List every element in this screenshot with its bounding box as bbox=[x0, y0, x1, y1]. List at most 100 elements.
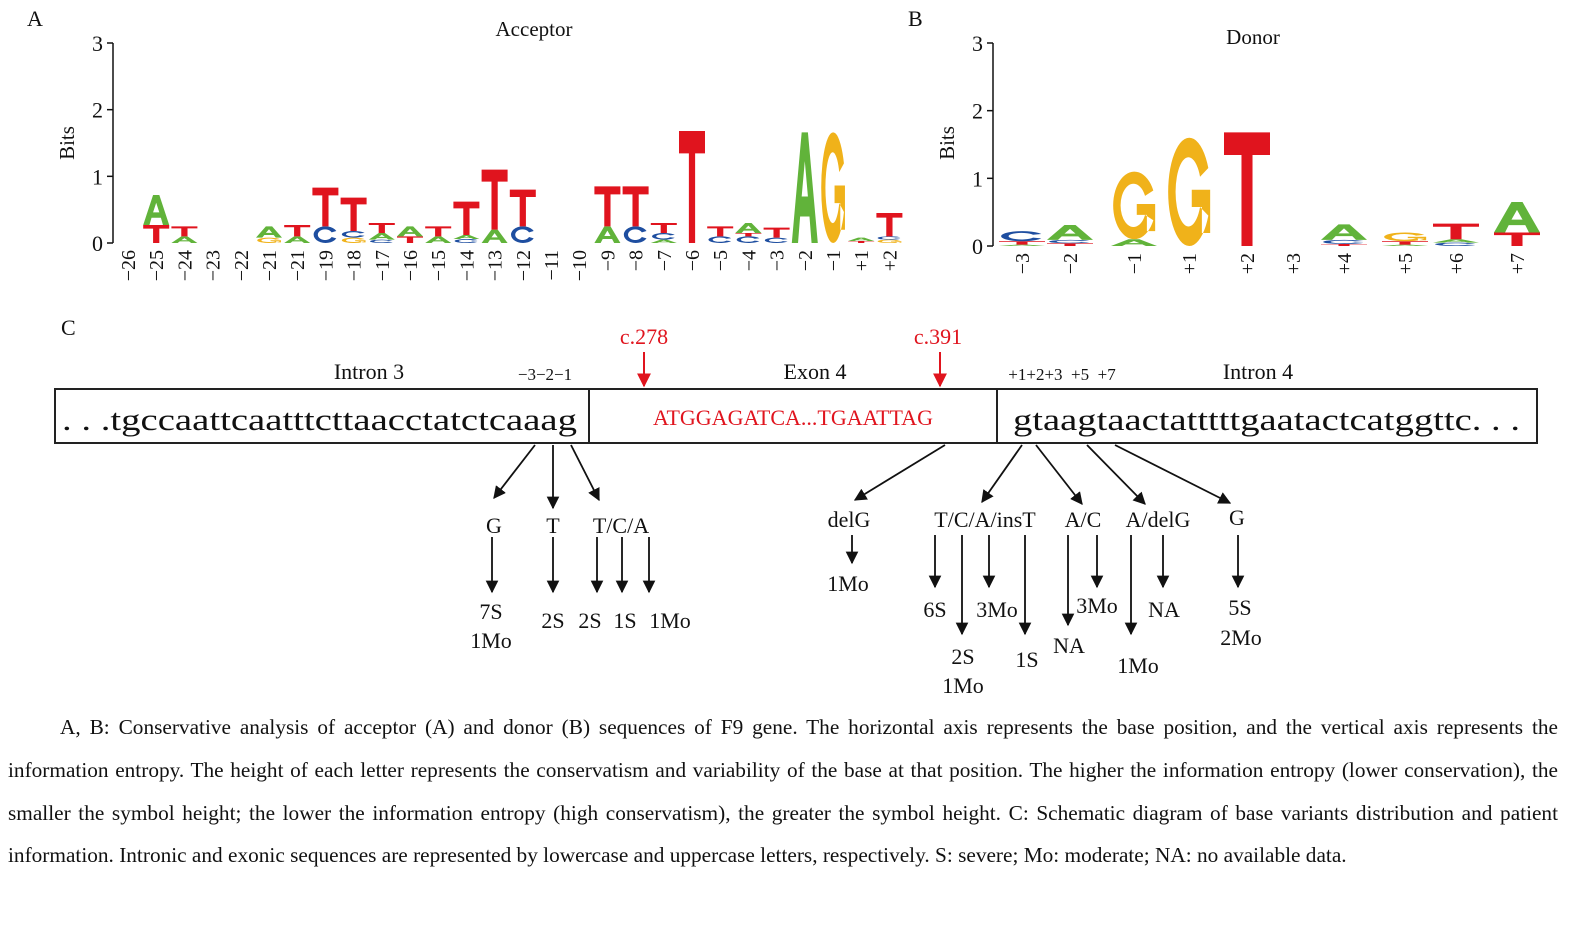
logo-letter-T bbox=[481, 169, 508, 230]
intron3-sequence: . . .tgccaattcaatttcttaacctatctcaaag bbox=[62, 402, 577, 437]
logo-letter-A bbox=[650, 239, 677, 243]
logo-letter-T bbox=[340, 197, 367, 231]
intron4-sequence: gtaagtaactatttttgaatactcatggttc. . . bbox=[1013, 402, 1520, 437]
patient-count: 1Mo bbox=[1117, 653, 1159, 678]
logo-letter-T bbox=[453, 201, 480, 235]
patient-count: 3Mo bbox=[976, 597, 1018, 622]
x-tick-label: +1 bbox=[851, 250, 873, 271]
logo-letter-A bbox=[453, 235, 480, 239]
x-tick-label: −22 bbox=[231, 250, 253, 281]
x-tick-label: −26 bbox=[118, 250, 140, 281]
x-tick-label: −8 bbox=[626, 250, 648, 271]
x-tick-label: −14 bbox=[456, 250, 478, 281]
marker-c278: c.278 bbox=[620, 324, 668, 349]
logo-letter-G bbox=[1168, 137, 1211, 247]
logo-letter-C bbox=[370, 239, 393, 243]
y-tick-label: 2 bbox=[92, 98, 103, 123]
patient-count: 2S bbox=[541, 608, 564, 633]
logo-letter-C bbox=[1323, 239, 1364, 244]
logo-letter-T bbox=[143, 225, 170, 243]
y-tick-label: 3 bbox=[92, 31, 103, 56]
patient-count: 1Mo bbox=[942, 673, 984, 698]
logo-letter-T bbox=[622, 186, 649, 227]
logo-letter-C bbox=[736, 236, 760, 243]
logo-letter-T bbox=[707, 226, 734, 237]
x-tick-label: +6 bbox=[1446, 253, 1468, 274]
logo-letter-C bbox=[764, 237, 788, 243]
logo-letter-C bbox=[454, 239, 478, 243]
logo-letter-C bbox=[623, 226, 647, 243]
logo-letter-T bbox=[1494, 232, 1540, 246]
logo-letter-T bbox=[679, 131, 705, 243]
x-tick-label: −3 bbox=[767, 250, 789, 271]
x-tick-label: −1 bbox=[1124, 253, 1146, 274]
variant-arrows bbox=[485, 444, 1245, 636]
y-tick-label: 2 bbox=[972, 99, 983, 124]
patient-count: 2S bbox=[578, 608, 601, 633]
x-tick-label: −2 bbox=[1060, 253, 1082, 274]
x-tick-label: −13 bbox=[485, 250, 507, 281]
x-tick-label: +3 bbox=[1283, 253, 1305, 274]
variant-label: T/C/A bbox=[593, 513, 649, 538]
logo-letter-A bbox=[735, 223, 762, 233]
y-tick-label: 3 bbox=[972, 31, 983, 56]
logo-letter-G bbox=[877, 239, 902, 243]
logo-letter-T bbox=[397, 236, 423, 243]
x-tick-label: −4 bbox=[738, 250, 760, 271]
variant-label: delG bbox=[828, 507, 871, 532]
exon4-label: Exon 4 bbox=[784, 359, 847, 384]
logo-letter-A bbox=[999, 244, 1045, 246]
patient-count: NA bbox=[1053, 633, 1085, 658]
logo-letter-A bbox=[594, 226, 621, 243]
x-tick-label: +2 bbox=[879, 250, 901, 271]
intron3-positions: −3−2−1 bbox=[518, 365, 572, 384]
patient-count: 6S bbox=[923, 597, 946, 622]
x-tick-label: +2 bbox=[1237, 253, 1259, 274]
logo-letter-T bbox=[1382, 241, 1428, 245]
logo-letter-C bbox=[1435, 242, 1476, 246]
variant-label: A/delG bbox=[1126, 507, 1191, 532]
donor-title: Donor bbox=[1226, 25, 1280, 49]
logo-letter-T bbox=[1224, 132, 1270, 247]
x-tick-label: −23 bbox=[203, 250, 225, 281]
x-tick-label: −11 bbox=[541, 250, 563, 281]
patient-count: 7S bbox=[479, 599, 502, 624]
logo-letter-C bbox=[1049, 239, 1090, 244]
intron3-label: Intron 3 bbox=[334, 359, 404, 384]
x-tick-label: −15 bbox=[428, 250, 450, 281]
logo-letter-T bbox=[1321, 243, 1367, 246]
logo-letter-T bbox=[171, 226, 198, 237]
x-tick-label: −3 bbox=[1012, 253, 1034, 274]
variant-labels: G T T/C/A delG T/C/A/insT A/C A/delG G bbox=[486, 505, 1245, 538]
logo-letter-A bbox=[284, 236, 311, 243]
logo-letter-T bbox=[594, 186, 621, 227]
logo-letter-T bbox=[999, 241, 1045, 245]
x-tick-label: −9 bbox=[597, 250, 619, 271]
logo-letter-A bbox=[1111, 239, 1157, 246]
logo-letter-T bbox=[368, 223, 395, 233]
logo-letter-A bbox=[171, 236, 198, 243]
y-tick-label: 1 bbox=[92, 164, 103, 189]
logo-letter-C bbox=[877, 236, 901, 240]
logo-letter-C bbox=[1001, 231, 1042, 242]
y-tick-label: 0 bbox=[92, 231, 103, 256]
panel-label-a: A bbox=[27, 6, 43, 31]
x-tick-label: −24 bbox=[174, 250, 196, 281]
x-tick-label: −12 bbox=[513, 250, 535, 281]
patient-count: 1S bbox=[1015, 647, 1038, 672]
patient-labels: 7S 1Mo 2S 2S 1S 1Mo 1Mo 6S 2S 1Mo 3Mo 1S… bbox=[470, 571, 1262, 698]
x-tick-label: −16 bbox=[400, 250, 422, 281]
x-tick-label: −6 bbox=[682, 250, 704, 271]
logo-letter-A bbox=[425, 236, 452, 243]
figure-caption: A, B: Conservative analysis of acceptor … bbox=[8, 715, 1558, 868]
logo-letter-T bbox=[876, 213, 903, 237]
x-tick-label: +4 bbox=[1334, 253, 1356, 274]
variant-label: G bbox=[486, 513, 502, 538]
donor-ylabel: Bits bbox=[935, 126, 959, 160]
logo-letter-T bbox=[284, 225, 311, 237]
logo-letter-T bbox=[1047, 243, 1093, 246]
marker-c391: c.391 bbox=[914, 324, 962, 349]
logo-letter-G bbox=[821, 132, 845, 243]
logo-letter-A bbox=[368, 233, 395, 240]
